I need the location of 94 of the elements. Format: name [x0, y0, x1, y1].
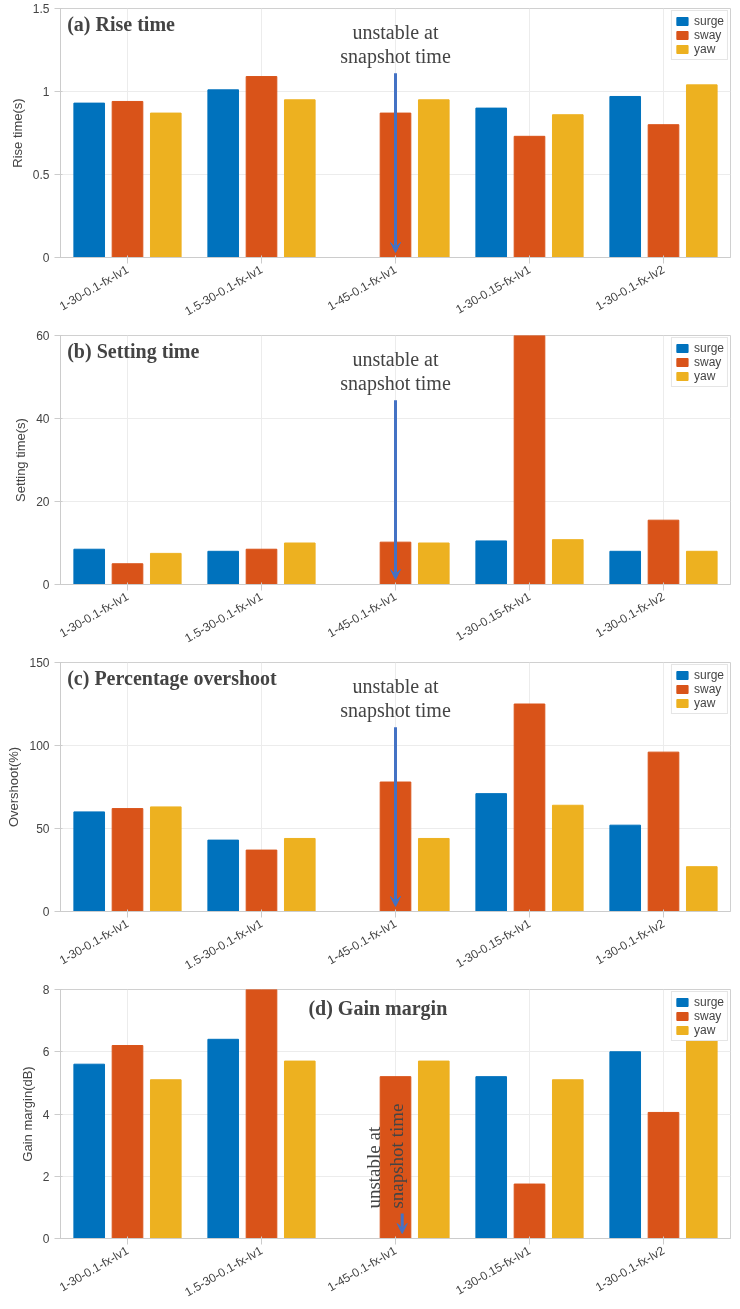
- bar: [551, 1079, 584, 1239]
- bar: [207, 1038, 240, 1239]
- bar: [551, 804, 584, 912]
- bar: [647, 519, 680, 585]
- legend-label: yaw: [693, 696, 716, 710]
- legend-label: yaw: [693, 1023, 716, 1037]
- y-tick-label: 1: [42, 85, 50, 99]
- y-tick-label: 6: [42, 1045, 50, 1060]
- bar: [73, 1063, 106, 1239]
- bar: [685, 84, 718, 258]
- bar: [149, 112, 182, 258]
- y-tick-label: 1.5: [32, 2, 50, 16]
- bar: [475, 1076, 508, 1239]
- bar: [379, 112, 412, 258]
- legend-label: yaw: [693, 369, 716, 383]
- chart-title: (c) Percentage overshoot: [67, 667, 278, 691]
- bar: [379, 781, 412, 912]
- bar: [245, 76, 278, 258]
- y-tick-label: 0.5: [32, 168, 50, 182]
- bar: [207, 550, 240, 585]
- annotation: unstable at snapshot time: [340, 347, 451, 396]
- bar: [207, 89, 240, 258]
- y-tick-label: 0: [42, 578, 50, 592]
- bar: [73, 548, 106, 585]
- bar: [417, 1060, 450, 1239]
- bar: [513, 703, 546, 912]
- legend-label: surge: [693, 995, 724, 1009]
- y-tick-label: 60: [36, 329, 50, 343]
- legend-label: surge: [693, 668, 724, 682]
- bar: [609, 1051, 642, 1239]
- chart-title: (a) Rise time: [67, 13, 176, 37]
- bar: [111, 563, 144, 585]
- bar: [283, 1060, 316, 1239]
- legend-label: surge: [693, 341, 724, 355]
- legend-label: sway: [693, 28, 722, 42]
- bar: [417, 542, 450, 585]
- bar: [513, 335, 546, 585]
- annotation: unstable at snapshot time: [340, 20, 451, 69]
- bar: [647, 751, 680, 912]
- bar: [283, 99, 316, 258]
- bar: [685, 550, 718, 585]
- bar: [73, 811, 106, 912]
- y-tick-label: 50: [36, 822, 50, 836]
- bar: [647, 1111, 680, 1239]
- bar: [111, 100, 144, 258]
- bar: [283, 837, 316, 912]
- legend-label: sway: [693, 1009, 722, 1023]
- bar: [111, 808, 144, 912]
- bar: [609, 95, 642, 258]
- bar: [609, 824, 642, 912]
- y-tick-label: 0: [42, 905, 50, 919]
- y-tick-label: 20: [36, 495, 50, 509]
- bar: [245, 989, 278, 1239]
- y-tick-label: 40: [36, 412, 50, 426]
- bar: [475, 793, 508, 912]
- legend-label: sway: [693, 355, 722, 369]
- bar: [149, 1079, 182, 1239]
- bar: [283, 542, 316, 585]
- bar: [417, 99, 450, 258]
- bar: [149, 552, 182, 585]
- y-tick-label: 100: [29, 739, 50, 753]
- bar: [417, 837, 450, 912]
- y-axis-title: Overshoot(%): [6, 746, 22, 828]
- bar: [475, 107, 508, 258]
- bar: [245, 548, 278, 585]
- bar: [513, 135, 546, 258]
- y-tick-label: 8: [42, 983, 50, 997]
- bar: [73, 102, 106, 258]
- bar: [475, 540, 508, 585]
- bar: [111, 1045, 144, 1239]
- y-tick-label: 0: [42, 1232, 50, 1246]
- y-tick-label: 150: [29, 656, 50, 670]
- bar: [647, 124, 680, 258]
- y-axis-title: Setting time(s): [13, 418, 29, 502]
- annotation: unstable at snapshot time: [362, 1103, 407, 1209]
- bar: [513, 1183, 546, 1239]
- legend-label: sway: [693, 682, 722, 696]
- legend-label: surge: [693, 14, 724, 28]
- legend-label: yaw: [693, 42, 716, 56]
- bar: [245, 849, 278, 912]
- y-axis-title: Rise time(s): [9, 98, 25, 168]
- bar: [609, 550, 642, 585]
- bar: [551, 114, 584, 258]
- bar: [207, 839, 240, 912]
- y-tick-label: 2: [42, 1169, 50, 1184]
- y-axis-title: Gain margin(dB): [19, 1066, 35, 1162]
- y-tick-label: 4: [42, 1107, 50, 1122]
- chart-title: (b) Setting time: [67, 340, 200, 364]
- annotation: unstable at snapshot time: [340, 674, 451, 723]
- chart-title: (d) Gain margin: [308, 996, 448, 1020]
- y-tick-label: 0: [42, 251, 50, 265]
- bar: [551, 539, 584, 585]
- bar: [149, 806, 182, 912]
- bar: [685, 866, 718, 912]
